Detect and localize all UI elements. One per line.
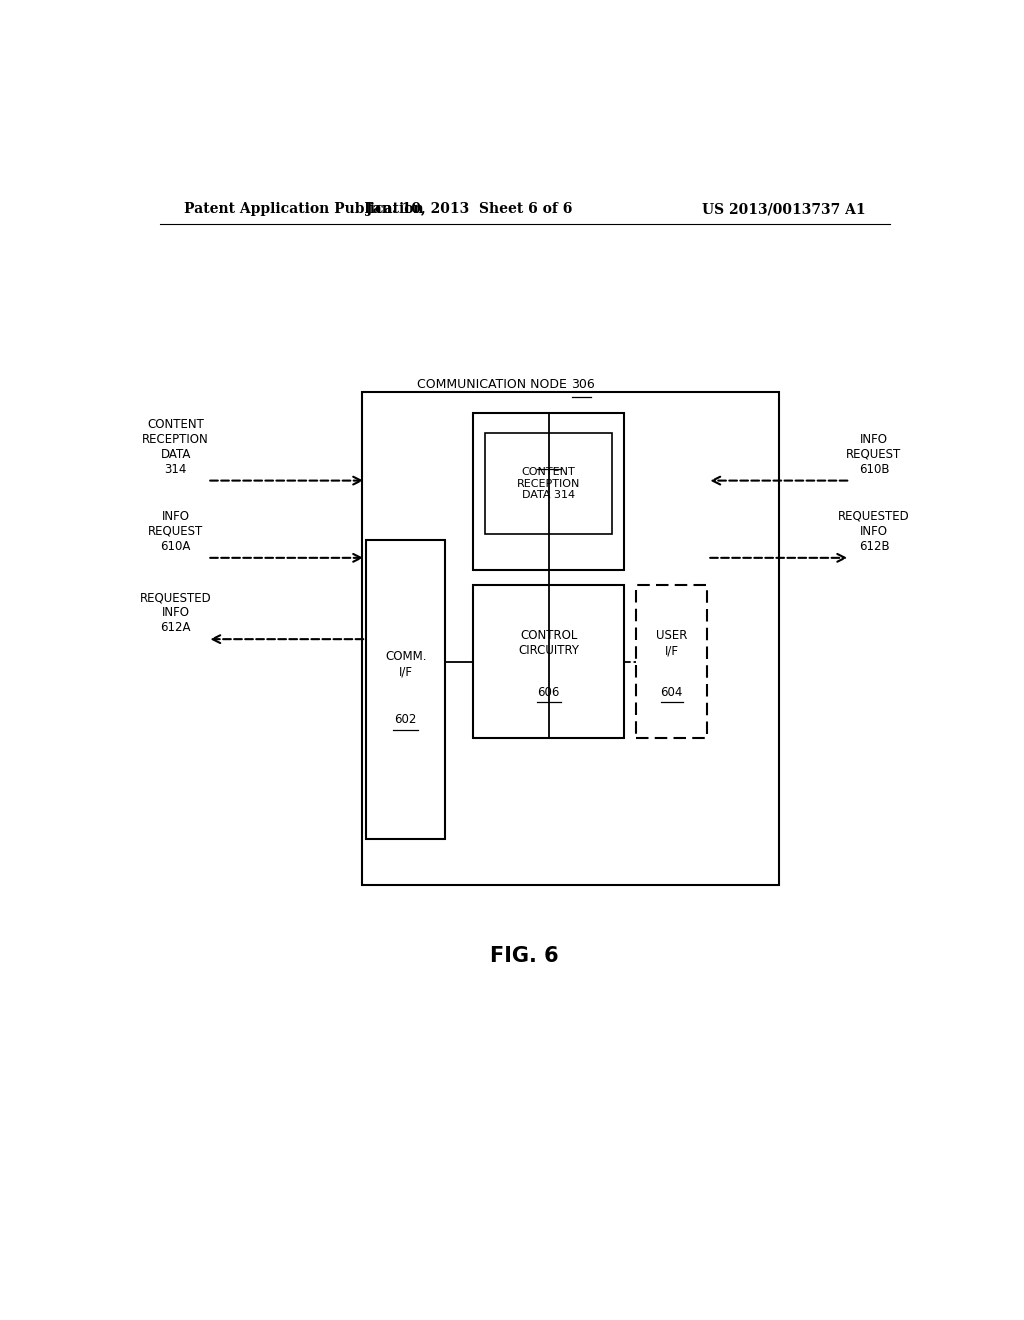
Text: COMM.
I/F: COMM. I/F bbox=[385, 649, 427, 678]
Bar bbox=[367, 540, 445, 840]
Text: Patent Application Publication: Patent Application Publication bbox=[183, 202, 423, 216]
Bar bbox=[473, 585, 624, 738]
Text: USER
I/F: USER I/F bbox=[656, 630, 687, 657]
Bar bbox=[362, 392, 779, 886]
Text: INFO
REQUEST
610B: INFO REQUEST 610B bbox=[847, 433, 901, 475]
Text: 306: 306 bbox=[570, 378, 595, 391]
Bar bbox=[473, 413, 624, 570]
Text: DATA STORAGE: DATA STORAGE bbox=[504, 434, 594, 447]
Text: 604: 604 bbox=[660, 685, 683, 698]
Text: Jan. 10, 2013  Sheet 6 of 6: Jan. 10, 2013 Sheet 6 of 6 bbox=[366, 202, 572, 216]
Text: 602: 602 bbox=[394, 714, 417, 726]
Bar bbox=[485, 433, 612, 535]
Text: CONTENT
RECEPTION
DATA 314: CONTENT RECEPTION DATA 314 bbox=[517, 467, 581, 500]
Text: REQUESTED
INFO
612B: REQUESTED INFO 612B bbox=[838, 510, 910, 553]
Text: COMMUNICATION NODE: COMMUNICATION NODE bbox=[417, 378, 570, 391]
Text: CONTROL
CIRCUITRY: CONTROL CIRCUITRY bbox=[518, 630, 580, 657]
Text: REQUESTED
INFO
612A: REQUESTED INFO 612A bbox=[139, 591, 212, 634]
Text: 606: 606 bbox=[538, 685, 560, 698]
Text: CONTENT
RECEPTION
DATA
314: CONTENT RECEPTION DATA 314 bbox=[142, 417, 209, 475]
Text: FIG. 6: FIG. 6 bbox=[490, 946, 559, 966]
Bar bbox=[636, 585, 708, 738]
Text: 608: 608 bbox=[538, 455, 560, 467]
Text: US 2013/0013737 A1: US 2013/0013737 A1 bbox=[702, 202, 866, 216]
Text: INFO
REQUEST
610A: INFO REQUEST 610A bbox=[148, 510, 203, 553]
